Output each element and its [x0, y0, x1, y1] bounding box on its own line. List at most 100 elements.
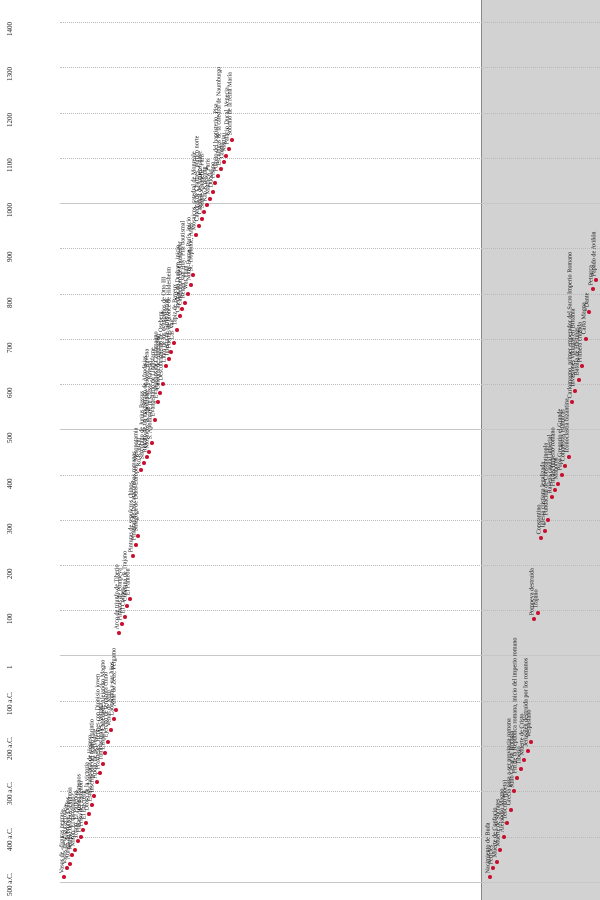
tick-label: 300 a.C.: [6, 781, 14, 806]
event-marker: [172, 341, 177, 346]
event-label: Iconoclastia bizantina: [563, 398, 571, 453]
event-marker: [152, 418, 157, 423]
event-marker: [207, 196, 212, 201]
event-marker: [64, 866, 69, 871]
timeline-spine: [481, 0, 482, 900]
tick-label: 1000: [6, 203, 14, 218]
event-marker: [169, 350, 174, 355]
event-marker: [501, 834, 506, 839]
gridline: [60, 429, 600, 431]
event-marker: [108, 728, 113, 733]
tick-label: 1300: [6, 67, 14, 82]
event-label: Papado de Aviñón: [590, 231, 598, 276]
event-marker: [570, 400, 575, 405]
event-marker: [508, 807, 513, 812]
event-marker: [125, 603, 130, 608]
event-marker: [133, 542, 138, 547]
event-marker: [205, 203, 210, 208]
gridline: [60, 474, 600, 476]
event-marker: [100, 762, 105, 767]
event-marker: [522, 757, 527, 762]
event-marker: [62, 875, 66, 880]
event-marker: [97, 771, 102, 776]
event-marker: [505, 821, 510, 826]
event-marker: [216, 173, 221, 178]
event-marker: [106, 739, 111, 744]
gridline: [60, 655, 600, 657]
event-label: Altar de Zeus, Pérgamo: [110, 647, 118, 706]
gridline: [60, 746, 600, 748]
event-label: Trajano: [532, 589, 540, 609]
event-marker: [498, 848, 503, 853]
gridline: [60, 157, 600, 159]
tick-label: 800: [6, 297, 14, 308]
event-marker: [92, 794, 97, 798]
event-label: Dante: [583, 292, 591, 308]
tick-label: 600: [6, 387, 14, 399]
event-marker: [174, 327, 179, 332]
gridline: [60, 293, 600, 295]
event-marker: [86, 812, 91, 817]
gridline: [60, 519, 600, 521]
event-marker: [535, 610, 540, 615]
gridline: [60, 610, 600, 612]
gridline: [60, 791, 600, 793]
event-marker: [139, 468, 144, 473]
event-marker: [84, 821, 89, 826]
event-marker: [491, 866, 496, 871]
event-marker: [202, 210, 207, 215]
tick-label: 900: [6, 251, 14, 263]
event-marker: [511, 789, 516, 794]
event-marker: [163, 364, 168, 368]
event-marker: [103, 751, 108, 755]
event-marker: [594, 278, 598, 282]
event-marker: [130, 554, 135, 559]
event-marker: [525, 748, 530, 753]
event-marker: [78, 834, 83, 839]
event-marker: [546, 517, 551, 522]
event-marker: [573, 388, 578, 393]
event-marker: [230, 137, 234, 142]
event-marker: [147, 450, 152, 454]
event-marker: [210, 189, 215, 194]
event-marker: [128, 597, 133, 602]
gridline: [60, 836, 600, 838]
event-label: Sobrino de la reina María: [226, 72, 234, 136]
event-marker: [529, 739, 534, 744]
event-marker: [183, 300, 188, 305]
event-marker: [117, 631, 122, 636]
event-marker: [95, 780, 100, 785]
event-marker: [563, 463, 568, 468]
event-marker: [67, 861, 72, 866]
event-marker: [166, 357, 171, 362]
tick-label: 300: [6, 523, 14, 534]
event-marker: [542, 529, 547, 534]
event-marker: [155, 400, 160, 405]
tick-label: 1: [6, 665, 14, 670]
event-marker: [196, 223, 201, 228]
tick-label: 200: [6, 568, 14, 580]
event-marker: [158, 391, 163, 396]
event-label: El Panteón: [124, 568, 132, 596]
tick-label: 1200: [6, 112, 14, 127]
history-panel: [481, 0, 600, 900]
event-marker: [583, 336, 588, 341]
event-label: Carta Magna: [580, 302, 588, 335]
event-marker: [218, 167, 223, 172]
tick-label: 1100: [6, 158, 14, 172]
event-marker: [494, 859, 499, 864]
event-marker: [227, 146, 232, 151]
event-marker: [89, 803, 94, 808]
event-marker: [188, 282, 193, 287]
tick-label: 100: [6, 613, 14, 625]
event-marker: [221, 160, 226, 165]
event-marker: [515, 775, 520, 780]
event-marker: [587, 309, 592, 314]
event-marker: [114, 708, 119, 712]
event-marker: [566, 454, 571, 459]
tick-label: 700: [6, 342, 14, 353]
event-marker: [75, 839, 80, 844]
tick-label: 500: [6, 432, 14, 444]
event-marker: [576, 377, 581, 382]
tick-label: 100 a.C.: [6, 691, 14, 715]
